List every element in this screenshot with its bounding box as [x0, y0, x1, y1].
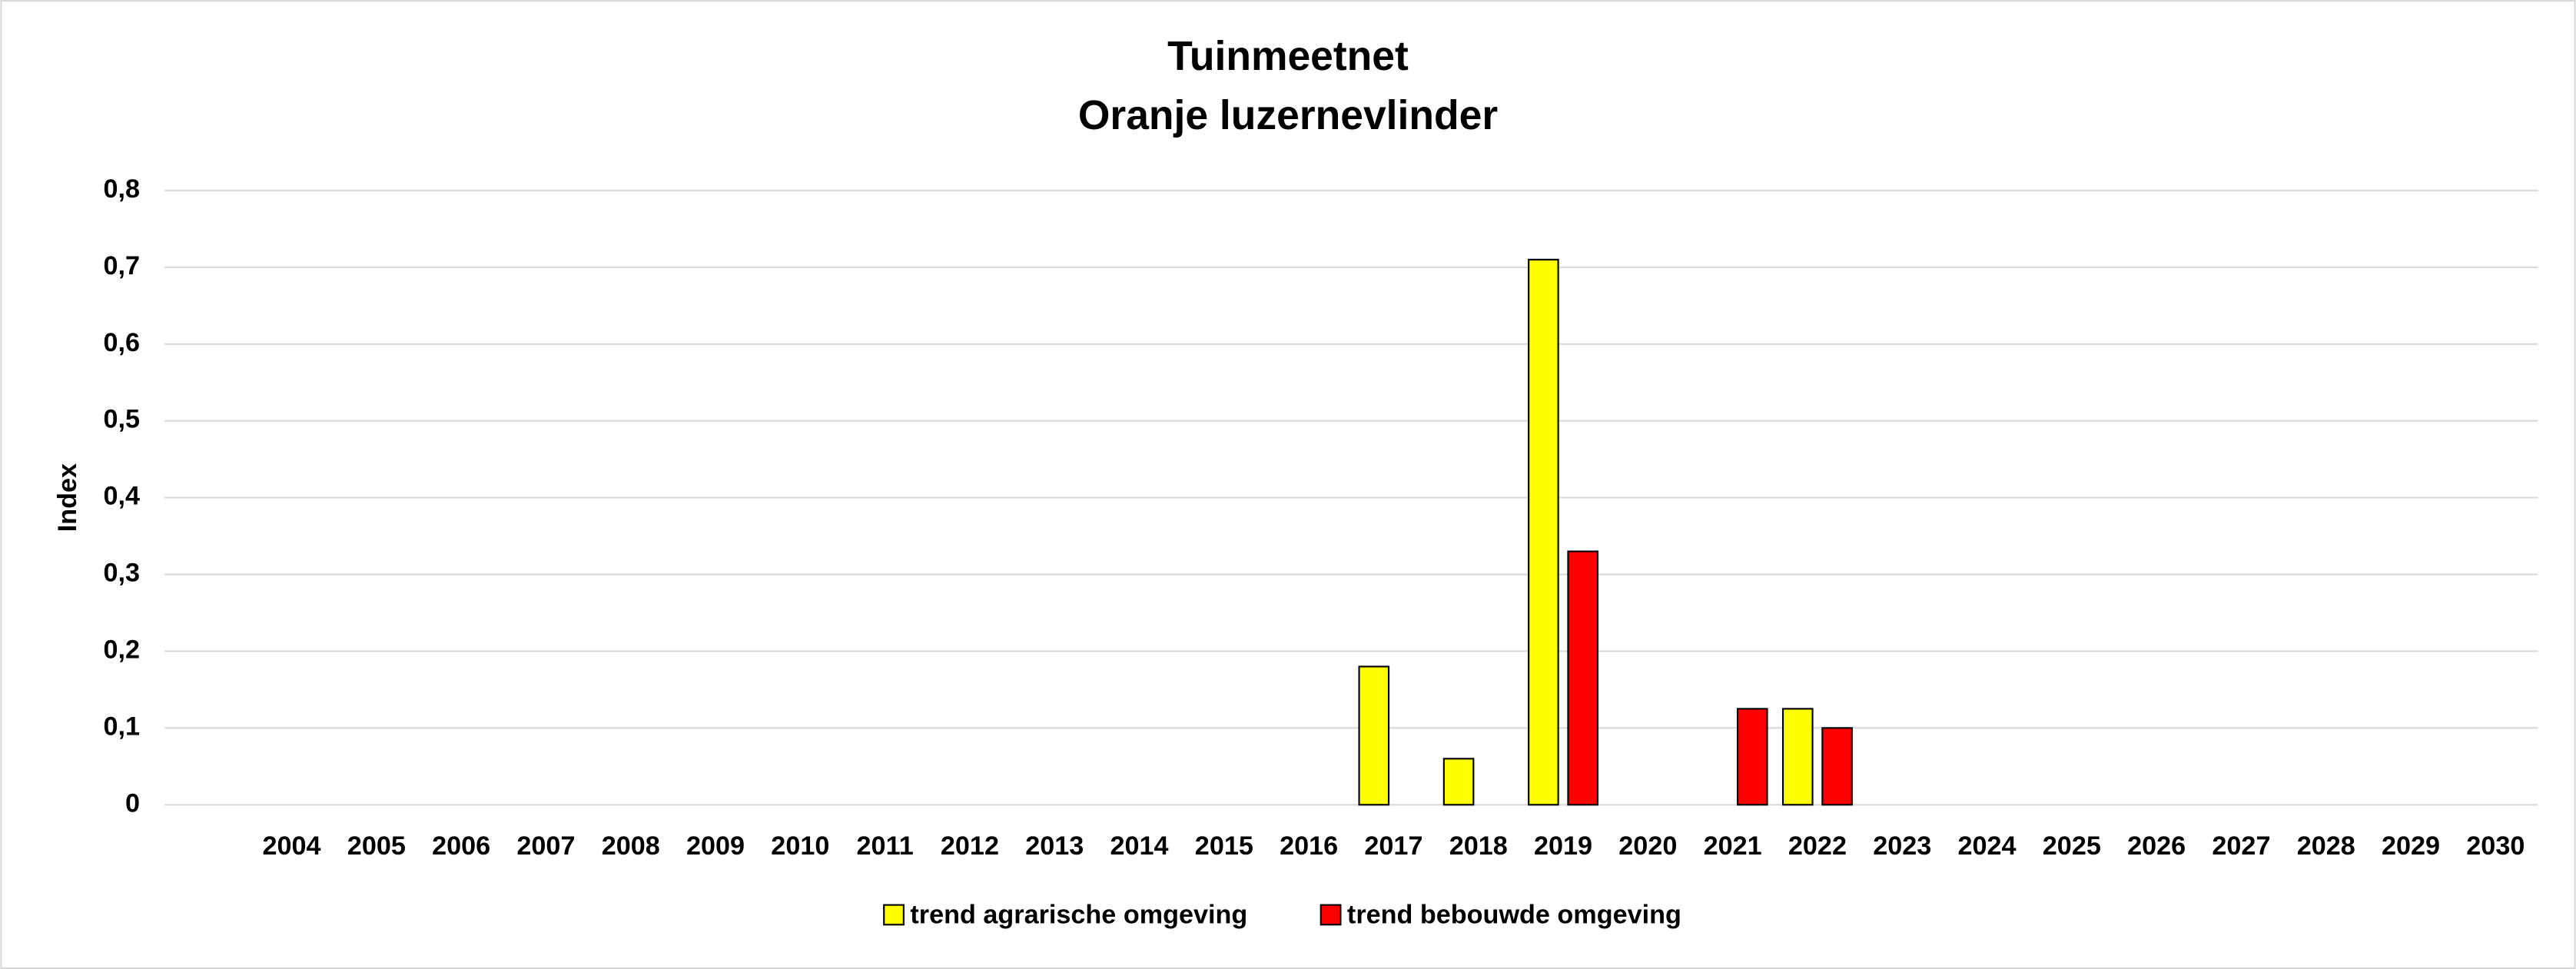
- y-tick-label: 0,3: [104, 559, 141, 588]
- x-tick-label: 2021: [1704, 831, 1762, 861]
- bar: [1442, 758, 1475, 806]
- x-tick-label: 2026: [2127, 831, 2186, 861]
- x-tick-label: 2018: [1449, 831, 1508, 861]
- x-tick-label: 2020: [1618, 831, 1677, 861]
- x-tick-label: 2009: [686, 831, 745, 861]
- bar: [1567, 550, 1598, 806]
- bar: [1736, 708, 1768, 806]
- legend-label: trend agrarische omgeving: [910, 901, 1247, 930]
- x-tick-label: 2028: [2297, 831, 2355, 861]
- chart-subtitle: Oranje luzernevlinder: [1078, 93, 1498, 138]
- y-tick-label: 0,5: [104, 405, 141, 434]
- y-tick-label: 0,4: [104, 482, 141, 511]
- bar: [1528, 258, 1559, 806]
- y-tick-label: 0,1: [104, 712, 141, 741]
- x-tick-label: 2007: [516, 831, 575, 861]
- x-tick-label: 2011: [857, 831, 914, 861]
- y-tick-label: 0: [125, 788, 140, 818]
- x-tick-label: 2016: [1280, 831, 1338, 861]
- x-tick-label: 2027: [2212, 831, 2270, 861]
- x-tick-label: 2023: [1873, 831, 1931, 861]
- x-tick-label: 2012: [941, 831, 999, 861]
- y-tick-label: 0,8: [104, 174, 141, 204]
- x-tick-label: 2030: [2466, 831, 2525, 861]
- x-tick-label: 2014: [1110, 831, 1169, 861]
- x-tick-label: 2013: [1025, 831, 1084, 861]
- x-tick-label: 2010: [771, 831, 829, 861]
- legend-swatch: [1320, 904, 1342, 926]
- x-tick-label: 2004: [263, 831, 321, 861]
- legend-swatch: [883, 904, 905, 926]
- y-tick-label: 0,7: [104, 251, 141, 280]
- x-tick-label: 2025: [2043, 831, 2101, 861]
- y-tick-label: 0,6: [104, 328, 141, 357]
- y-axis-label: Index: [53, 463, 82, 532]
- x-tick-label: 2015: [1195, 831, 1253, 861]
- legend-label: trend bebouwde omgeving: [1347, 901, 1681, 930]
- y-tick-label: 0,2: [104, 635, 141, 664]
- chart-title: Tuinmeetnet: [1167, 34, 1409, 79]
- x-tick-label: 2022: [1788, 831, 1847, 861]
- bar: [1358, 665, 1390, 806]
- x-tick-label: 2019: [1534, 831, 1592, 861]
- x-tick-label: 2024: [1957, 831, 2016, 861]
- x-tick-label: 2017: [1364, 831, 1422, 861]
- x-tick-label: 2008: [602, 831, 660, 861]
- x-tick-label: 2005: [347, 831, 406, 861]
- x-tick-label: 2006: [432, 831, 490, 861]
- bar: [1781, 708, 1814, 806]
- x-tick-label: 2029: [2382, 831, 2440, 861]
- bar: [1821, 727, 1853, 806]
